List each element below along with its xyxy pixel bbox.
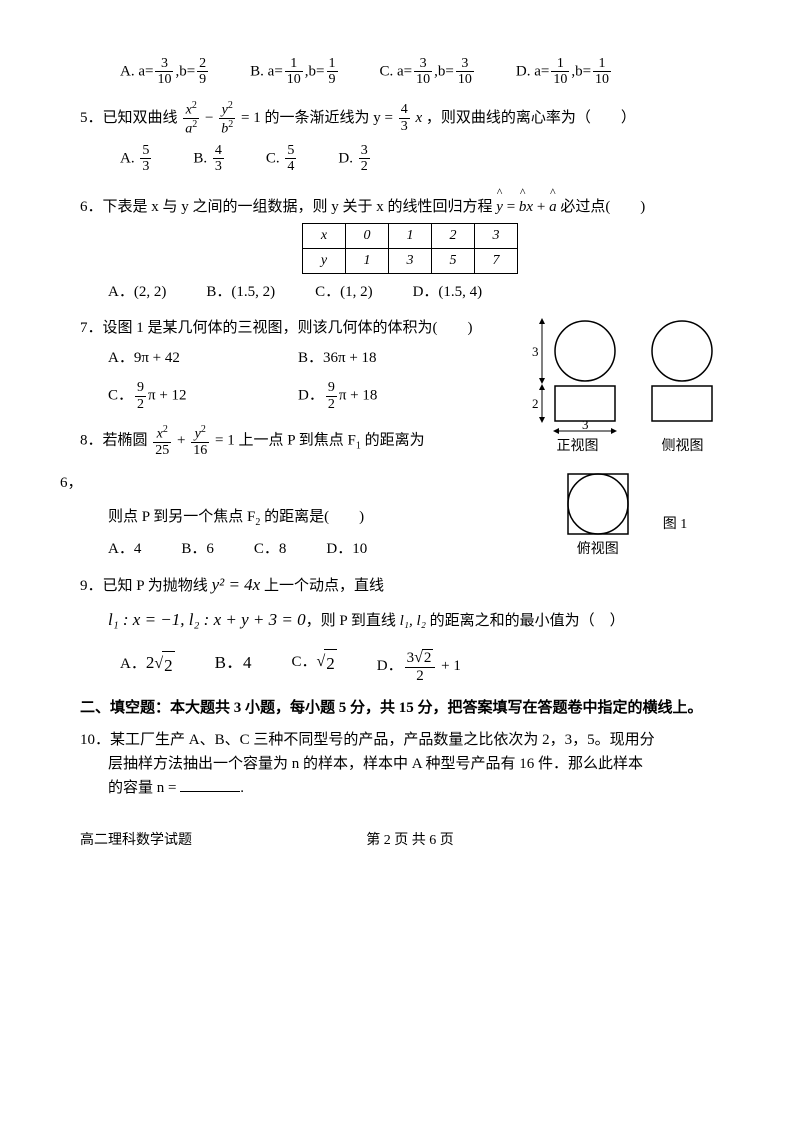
figure-1: 3 2 3 正视图 侧视图 — [510, 316, 740, 561]
side-view-svg — [645, 316, 720, 436]
q8-opt-b: B．6 — [181, 537, 214, 561]
q10-line3: 的容量 n = . — [80, 776, 740, 800]
q5-stem-c: ，则双曲线的离心率为（ ） — [426, 110, 636, 126]
q10-num: 10． — [80, 732, 110, 748]
footer-center: 第 2 页 共 6 页 — [366, 833, 454, 848]
q4-opt-a: A. a=310,b=29 — [120, 56, 210, 88]
q9: 9．已知 P 为抛物线 y² = 4x 上一个动点，直线 l₁ : x = −1… — [80, 571, 740, 684]
front-label: 正视图 — [530, 436, 625, 458]
top-view-svg — [563, 469, 633, 539]
q10: 10．某工厂生产 A、B、C 三种不同型号的产品，产品数量之比依次为 2，3，5… — [80, 728, 740, 800]
q10-line2: 层抽样方法抽出一个容量为 n 的样本，样本中 A 种型号产品有 16 件．那么此… — [80, 752, 740, 776]
q6-opt-c: C．(1, 2) — [315, 280, 373, 304]
q5-stem-b: 的一条渐近线为 — [264, 110, 373, 126]
q7-num: 7． — [80, 320, 103, 336]
q5-opt-c: C. 54 — [266, 143, 299, 175]
page-footer: 高二理科数学试题 第 2 页 共 6 页 — [80, 830, 740, 852]
svg-text:3: 3 — [582, 417, 589, 432]
q9-num: 9． — [80, 578, 103, 594]
q8-opt-c: C．8 — [254, 537, 287, 561]
q4-options: A. a=310,b=29 B. a=110,b=19 C. a=310,b=3… — [80, 56, 740, 88]
fig-caption: 图 1 — [663, 514, 688, 561]
q4-opt-c: C. a=310,b=310 — [380, 56, 476, 88]
footer-left: 高二理科数学试题 — [80, 830, 192, 852]
q6-opt-d: D．(1.5, 4) — [413, 280, 483, 304]
q8-stem-a: 若椭圆 — [103, 433, 152, 449]
q7: 7．设图 1 是某几何体的三视图，则该几何体的体积为( ) A．9π + 42 … — [80, 316, 510, 412]
q7-q8-row: 7．设图 1 是某几何体的三视图，则该几何体的体积为( ) A．9π + 42 … — [80, 316, 740, 570]
front-view-svg: 3 2 3 — [530, 316, 625, 436]
q6: 6．下表是 x 与 y 之间的一组数据，则 y 关于 x 的线性回归方程 y =… — [80, 187, 740, 305]
q4-opt-b: B. a=110,b=19 — [250, 56, 339, 88]
q6-opt-a: A．(2, 2) — [108, 280, 166, 304]
q9-opt-d: D．322 + 1 — [377, 649, 461, 684]
q9-stem-a: 已知 P 为抛物线 — [103, 578, 212, 594]
q9-opt-c: C．2 — [291, 649, 336, 684]
q5-opt-a: A. 53 — [120, 143, 153, 175]
q8-opt-a: A．4 — [108, 537, 141, 561]
q5-stem-a: 已知双曲线 — [103, 110, 182, 126]
q7-stem: 设图 1 是某几何体的三视图，则该几何体的体积为( ) — [103, 320, 473, 336]
q5-num: 5． — [80, 110, 103, 126]
q8: 8．若椭圆 x225 + y216 = 1 上一点 P 到焦点 F1 的距离为 — [80, 424, 510, 458]
svg-text:3: 3 — [532, 344, 539, 359]
q8-num: 8． — [80, 433, 103, 449]
q7-opt-d: D．92π + 18 — [298, 380, 377, 412]
q8-line6: 6， — [60, 471, 510, 495]
q7-opt-a: A．9π + 42 — [108, 346, 258, 370]
blank-input[interactable] — [180, 777, 240, 792]
q9-line2: l₁ : x = −1, l₂ : x + y + 3 = 0，则 P 到直线 … — [80, 606, 740, 633]
section-2-header: 二、填空题：本大题共 3 小题，每小题 5 分，共 15 分，把答案填写在答题卷… — [80, 696, 740, 720]
q7-opt-c: C．92π + 12 — [108, 380, 258, 412]
svg-text:2: 2 — [532, 396, 539, 411]
q9-stem-b: 上一个动点，直线 — [264, 578, 384, 594]
q10-line1: 某工厂生产 A、B、C 三种不同型号的产品，产品数量之比依次为 2，3，5。现用… — [110, 732, 655, 748]
q7-opt-b: B．36π + 18 — [298, 346, 377, 370]
q6-stem-b: 必过点( ) — [560, 199, 645, 215]
q6-opt-b: B．(1.5, 2) — [206, 280, 275, 304]
top-label: 俯视图 — [563, 539, 633, 561]
q6-table: x0123 y1357 — [302, 223, 518, 275]
q9-opt-b: B．4 — [215, 649, 252, 684]
q5-opt-d: D. 32 — [338, 143, 371, 175]
q5: 5．已知双曲线 x2a2 − y2b2 = 1 的一条渐近线为 y = 43 x… — [80, 100, 740, 175]
q9-opt-a: A．22 — [120, 649, 175, 684]
q6-num: 6． — [80, 199, 103, 215]
q8-stem-d: 则点 P 到另一个焦点 F2 的距离是( ) — [80, 505, 510, 531]
q4-opt-d: D. a=110,b=110 — [516, 56, 613, 88]
side-label: 侧视图 — [645, 436, 720, 458]
q5-opt-b: B. 43 — [193, 143, 226, 175]
q6-stem-a: 下表是 x 与 y 之间的一组数据，则 y 关于 x 的线性回归方程 — [103, 199, 497, 215]
q8-opt-d: D．10 — [326, 537, 367, 561]
